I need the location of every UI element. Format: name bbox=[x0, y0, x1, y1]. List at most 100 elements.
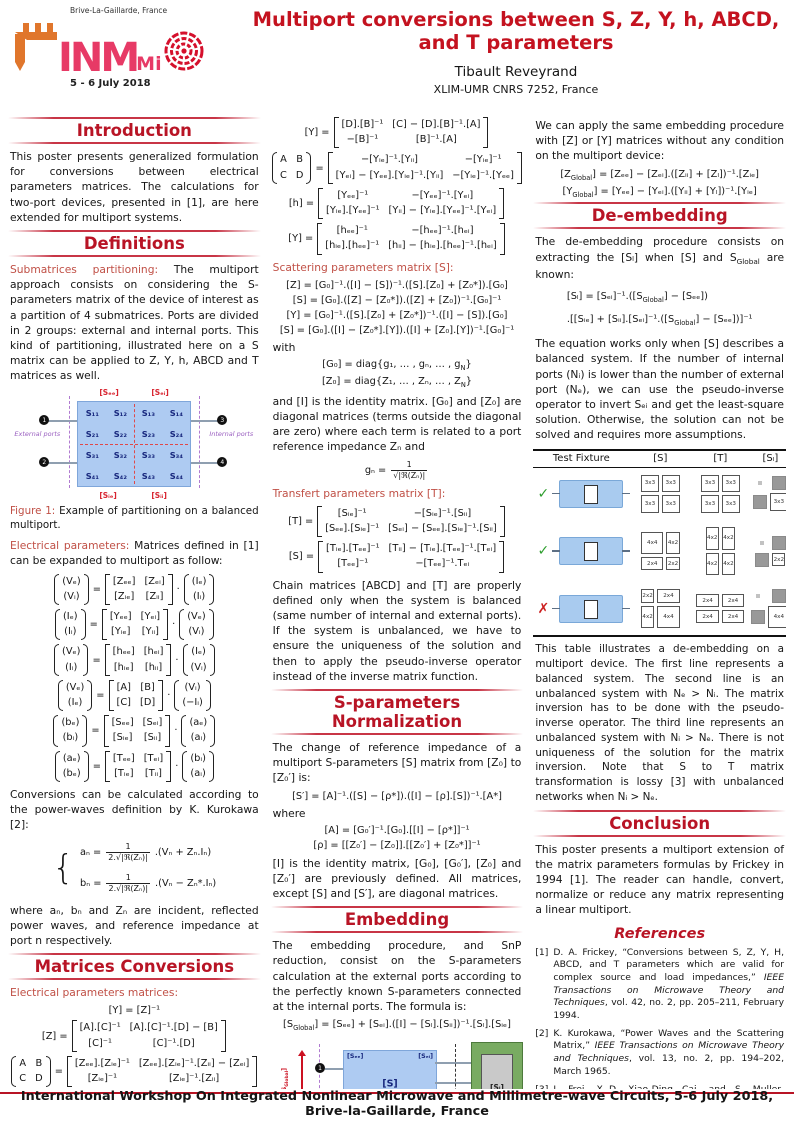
test-fixture-graphic bbox=[552, 594, 631, 623]
rule bbox=[8, 953, 261, 956]
equation: (Iₑ) (Iᵢ) = [Yₑₑ] [Yₑᵢ] [Yᵢₑ] [Yᵢᵢ] · (Vₑ) (Vᵢ) bbox=[8, 609, 261, 641]
rule bbox=[270, 931, 524, 934]
matrix-size-box: 3x3 bbox=[661, 474, 680, 493]
s-matrix-cell: S₁₂ bbox=[113, 407, 127, 418]
section-conclusion: Conclusion bbox=[533, 809, 787, 837]
test-fixture-graphic bbox=[552, 537, 631, 566]
submatrices-paragraph: Submatrices partitioning: The multiport … bbox=[10, 262, 259, 384]
right-column: We can apply the same embedding procedur… bbox=[533, 113, 787, 1089]
sglobal-arrow bbox=[298, 1050, 306, 1089]
rule bbox=[270, 688, 524, 691]
matrix-size-box: 4x2 bbox=[641, 605, 655, 628]
section-title-introduction: Introduction bbox=[76, 121, 192, 140]
port-2: 2 bbox=[39, 457, 50, 468]
matrix-size-box bbox=[755, 593, 760, 598]
matrix-size-box: 2x2 bbox=[772, 552, 786, 567]
equation: [S] = [Tᵢₑ].[Tₑₑ]⁻¹ [Tᵢᵢ] − [Tᵢₑ].[Tₑₑ]⁻¹.… bbox=[271, 541, 524, 573]
section-title-matrices-conversions: Matrices Conversions bbox=[34, 957, 235, 977]
footer-text: International Workshop On Integrated Non… bbox=[20, 1089, 774, 1119]
wire bbox=[435, 1082, 471, 1084]
fig1-label-sii: [Sᵢᵢ] bbox=[151, 491, 167, 501]
internal-ports-divider bbox=[199, 396, 201, 489]
s-matrix-cell: S₁₄ bbox=[169, 407, 183, 418]
left-column: Introduction This poster presents genera… bbox=[8, 113, 261, 1089]
s-matrix-cell: S₂₂ bbox=[113, 428, 127, 439]
wire bbox=[325, 1068, 343, 1070]
internal-ports-label: Internal ports bbox=[209, 430, 254, 439]
table-description: This table illustrates a de-embedding on… bbox=[535, 643, 785, 803]
matrix-size-box: 3x3 bbox=[701, 495, 719, 514]
logo-location: Brive-La-Gaillarde, France bbox=[70, 6, 168, 15]
matrix-size-box bbox=[759, 540, 764, 545]
matrix-size-box bbox=[750, 610, 765, 625]
equation: [Z₀] = diag{Z₁, … , Zₙ, … , ZN} bbox=[321, 375, 473, 389]
rule bbox=[533, 834, 787, 837]
normalization-text: The change of reference impedance of a m… bbox=[272, 740, 522, 785]
matrix-size-box: 4x4 bbox=[641, 531, 664, 555]
title-line-1: Multiport conversions between S, Z, Y, h… bbox=[252, 8, 780, 31]
s-matrix-cell: S₂₄ bbox=[169, 428, 183, 439]
matrix-size-box: 2x4 bbox=[721, 610, 745, 624]
matrix-size-box bbox=[771, 476, 786, 491]
wire bbox=[47, 420, 78, 422]
rule bbox=[270, 732, 524, 735]
matrix-size-box bbox=[757, 481, 762, 486]
wire bbox=[189, 462, 220, 464]
s-matrix-cell: S₂₃ bbox=[141, 428, 155, 439]
matrix-size-box: 3x3 bbox=[769, 493, 787, 512]
matrix-size-box: 3x3 bbox=[701, 474, 719, 493]
power-waves-note: where aₙ, bₙ and Zₙ are incident, reflec… bbox=[10, 903, 259, 947]
column-header-test-fixture: Test Fixture bbox=[552, 452, 610, 464]
equation: [G₀] = diag{g₁, … , gₙ, … , gN} bbox=[322, 359, 472, 372]
matrix-size-box: 4x2 bbox=[666, 531, 680, 555]
matrix-size-box bbox=[771, 535, 786, 550]
normalization-equations: [A] = [G₀′]⁻¹.[G₀].[[I] − [ρ*]]⁻¹ [ρ] = [… bbox=[271, 825, 524, 851]
castle-icon bbox=[14, 16, 58, 76]
matrix-size-cluster: 3x3 3x3 3x3 3x3 bbox=[629, 474, 691, 514]
equation: (Vₑ) (Vᵢ) = [Zₑₑ] [Zₑᵢ] [Zᵢₑ] [Zᵢᵢ] · (Iₑ) (Iᵢ) bbox=[8, 573, 261, 605]
wire bbox=[435, 1062, 471, 1064]
section-title-deembedding: De-embedding bbox=[591, 206, 728, 226]
transfert-heading: Transfert parameters matrix [T]: bbox=[272, 486, 446, 500]
section-embedding: Embedding bbox=[270, 906, 524, 934]
table-row: ✓ 4x4 4x2 2x4 2x2 4x2 4x2 4x2 4x2 2x2 bbox=[533, 520, 786, 582]
matrix-size-box: 4x4 bbox=[657, 605, 680, 628]
scattering-equations: [Z] = [G₀]⁻¹.([I] − [S])⁻¹.([S].[Z₀] + [… bbox=[271, 280, 524, 336]
electrical-matrices-heading: Electrical parameters matrices: bbox=[10, 986, 179, 1000]
s-matrix-cell: S₄₁ bbox=[85, 470, 99, 481]
transfert-equations: [T] = [Sᵢₑ]⁻¹ −[Sᵢₑ]⁻¹.[Sᵢᵢ] [Sₑₑ].[Sᵢₑ]⁻¹[… bbox=[271, 505, 524, 573]
equation: [S′] = [A]⁻¹.([S] − [ρ*]).([I] − [ρ].[S]… bbox=[292, 790, 502, 802]
matrix-size-cluster: 2x2 2x4 4x2 4x4 bbox=[629, 589, 691, 628]
equation: (Vₑ) (Iₑ) = [A] [B] [C] [D] · (Vᵢ) (−Iᵢ) bbox=[8, 679, 261, 712]
section-title-normalization: S-parameters Normalization bbox=[331, 692, 463, 731]
port-4: 4 bbox=[217, 457, 228, 468]
s-matrix-box: S₁₁ S₁₂ S₁₃ S₁₄ S₂₁ S₂₂ S₂₃ S₂₄ S₃₁ S₃₂ S₃₃ S₃₄ S₄₁ S… bbox=[77, 401, 192, 488]
s-matrix-grid: S₁₁ S₁₂ S₁₃ S₁₄ S₂₁ S₂₂ S₂₃ S₂₄ S₃₁ S₃₂ S₃₃ S₃₄ S₄₁ S… bbox=[78, 402, 190, 486]
matrix-size-box: 3x3 bbox=[641, 474, 659, 493]
matrix-size-box: 4x4 bbox=[767, 605, 787, 629]
matrix-size-box: 4x2 bbox=[705, 527, 719, 550]
fixture-dut bbox=[584, 599, 599, 619]
diagonal-matrix-definitions: [G₀] = diag{g₁, … , gₙ, … , gN} [Z₀] = di… bbox=[271, 359, 524, 389]
deembedding-equation: [Sₗ] = [Sₑᵢ]⁻¹.([SGlobal] − [Sₑₑ]) .[[Sᵢₑ… bbox=[533, 287, 786, 331]
page-title: Multiport conversions between S, Z, Y, h… bbox=[246, 8, 786, 55]
normalization-main-equation: [S′] = [A]⁻¹.([S] − [ρ*]).([I] − [ρ].[S]… bbox=[271, 791, 524, 802]
logo-acronym-main: INM bbox=[58, 35, 140, 81]
equation: [Z] = [A].[C]⁻¹ [A].[C]⁻¹.[D] − [B] [C]⁻¹ [C… bbox=[8, 1020, 261, 1052]
conclusion-text: This poster presents a multiport extensi… bbox=[535, 842, 785, 917]
electrical-parameters-text: Matrices defined in [1] can be expanded … bbox=[10, 539, 259, 568]
electrical-parameter-equations: (Vₑ) (Vᵢ) = [Zₑₑ] [Zₑᵢ] [Zᵢₑ] [Zᵢᵢ] · (Iₑ) (Iᵢ) (I… bbox=[8, 573, 261, 783]
scattering-heading: Scattering parameters matrix [S]: bbox=[272, 260, 454, 274]
section-introduction: Introduction bbox=[8, 117, 261, 144]
rule bbox=[533, 809, 787, 812]
s-matrix-cell: S₃₁ bbox=[85, 449, 99, 460]
equation: [ρ] = [[Z₀′] − [Z₀]].[[Z₀′] + [Z₀*]]⁻¹ bbox=[313, 839, 481, 851]
s-parameters-box: [Sₑₑ] [Sₑᵢ] [Sᵢₑ] [Sᵢᵢ] [S] bbox=[343, 1050, 437, 1089]
s-matrix-cell: S₂₁ bbox=[85, 428, 99, 439]
matrix-size-box: 2x2 bbox=[666, 557, 680, 571]
logo-dates: 5 - 6 July 2018 bbox=[70, 78, 151, 89]
gn-equation: gₙ = 1 √|ℜ(Zₙ)| bbox=[271, 460, 524, 481]
sglobal-label: [SGlobal] bbox=[279, 1068, 291, 1089]
matrix-size-box: 4x2 bbox=[721, 527, 736, 550]
matrix-size-box: 2x2 bbox=[641, 589, 655, 603]
